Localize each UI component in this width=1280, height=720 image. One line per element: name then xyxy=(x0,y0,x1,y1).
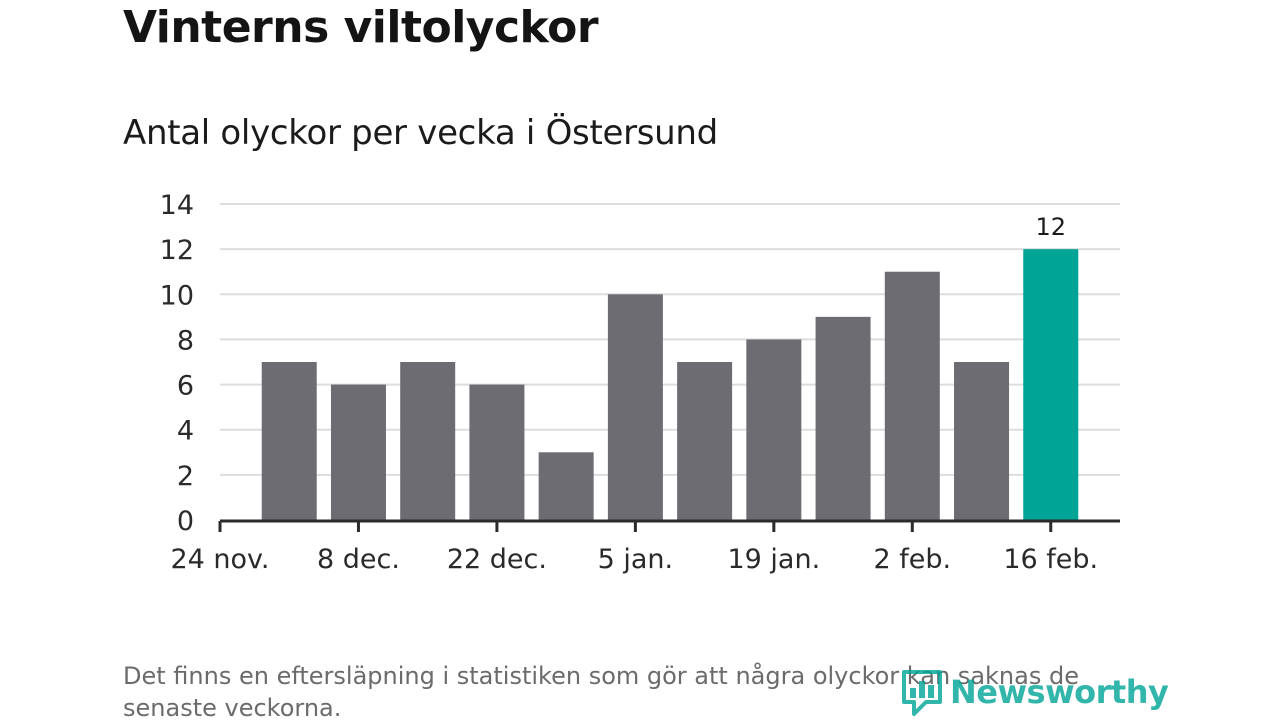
newsworthy-logo-icon xyxy=(902,670,942,716)
bar xyxy=(400,362,456,520)
bar xyxy=(330,384,386,520)
bar xyxy=(538,452,594,520)
data-label: 12 xyxy=(1035,213,1066,241)
newsworthy-brand[interactable]: Newsworthy xyxy=(900,668,1169,716)
y-tick-label: 2 xyxy=(177,461,194,492)
x-axis-ticks: 24 nov. 8 dec. 22 dec. 5 jan. 19 jan. 2 feb. 1… xyxy=(170,521,1098,575)
y-tick-label: 10 xyxy=(160,280,194,311)
bars xyxy=(261,249,1079,520)
y-axis-ticks: 0 2 4 6 8 10 12 14 xyxy=(160,190,194,537)
x-tick-label: 16 feb. xyxy=(1003,544,1098,575)
bar xyxy=(954,362,1010,520)
bar xyxy=(746,339,802,520)
bar xyxy=(469,384,525,520)
x-tick-label: 22 dec. xyxy=(447,544,547,575)
chart-title: Vinterns viltolyckor xyxy=(123,2,599,53)
bar-chart: 0 2 4 6 8 10 12 14 24 nov. 8 dec. 22 dec. 5 jan. 19… xyxy=(160,190,1120,575)
bar xyxy=(884,271,940,520)
y-tick-label: 12 xyxy=(160,235,194,266)
y-tick-label: 14 xyxy=(160,190,194,221)
x-tick-label: 8 dec. xyxy=(317,544,400,575)
x-tick-label: 24 nov. xyxy=(170,544,269,575)
x-tick-label: 5 jan. xyxy=(598,544,674,575)
y-tick-label: 6 xyxy=(177,371,194,402)
y-tick-label: 8 xyxy=(177,325,194,356)
chart-subtitle: Antal olyckor per vecka i Östersund xyxy=(123,113,718,153)
y-tick-label: 4 xyxy=(177,416,194,447)
bar xyxy=(815,316,871,520)
x-tick-label: 19 jan. xyxy=(727,544,820,575)
bar xyxy=(261,362,317,520)
bar xyxy=(677,362,733,520)
data-labels: 12 xyxy=(1035,213,1066,241)
brand-name: Newsworthy xyxy=(950,673,1169,711)
bar xyxy=(607,294,663,520)
y-tick-label: 0 xyxy=(177,506,194,537)
x-tick-label: 2 feb. xyxy=(873,544,951,575)
bar-highlighted xyxy=(1023,249,1079,520)
